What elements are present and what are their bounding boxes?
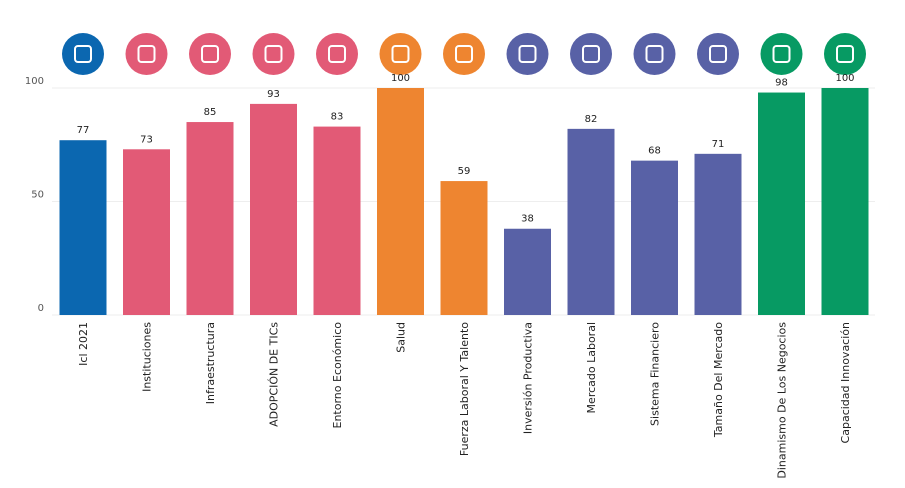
icon-glyph: [391, 45, 410, 63]
x-tick-label: Infraestructura: [204, 322, 217, 404]
bar: [377, 88, 424, 315]
icon-glyph: [455, 45, 473, 63]
category-icon: [316, 33, 358, 75]
bar: [758, 92, 805, 315]
value-label: 71: [712, 139, 725, 150]
bar: [186, 122, 234, 315]
icon-glyph: [137, 45, 156, 63]
y-tick-label: 100: [25, 76, 44, 87]
x-tick-label: Icl 2021: [77, 322, 90, 366]
value-label: 93: [267, 89, 280, 100]
icon-circle: [316, 33, 358, 75]
category-icon: [379, 33, 422, 75]
icon-glyph: [201, 45, 219, 63]
x-tick-label: Instituciones: [141, 322, 154, 392]
bar: [504, 228, 551, 315]
bar: [821, 88, 869, 315]
icon-circle: [570, 33, 612, 75]
value-label: 38: [521, 214, 534, 225]
icon-circle: [443, 33, 485, 75]
category-icon: [252, 33, 295, 75]
bar: [440, 181, 488, 315]
category-icon: [506, 33, 549, 75]
icon-glyph: [264, 45, 283, 63]
x-tick-label: Entorno Económico: [331, 322, 344, 429]
x-tick-label: Salud: [395, 322, 408, 353]
x-tick-label: ADOPCIÓN DE TICs: [268, 322, 281, 427]
icon-circle: [633, 33, 676, 75]
icon-circle: [697, 33, 739, 75]
bar: [123, 149, 170, 315]
value-label: 83: [331, 112, 344, 123]
icon-glyph: [582, 45, 600, 63]
x-tick-label: Mercado Laboral: [585, 322, 598, 413]
bar: [59, 140, 107, 315]
category-icon: [443, 33, 485, 75]
icon-circle: [506, 33, 549, 75]
category-icon: [125, 33, 168, 75]
value-label: 100: [391, 73, 410, 84]
category-icon: [189, 33, 231, 75]
icon-glyph: [772, 45, 791, 63]
y-tick-label: 50: [31, 190, 44, 201]
icon-circle: [125, 33, 168, 75]
bar: [631, 160, 678, 315]
x-tick-label: Sistema Financiero: [649, 322, 662, 426]
value-label: 77: [77, 125, 90, 136]
y-tick-label: 0: [38, 303, 44, 314]
value-label: 100: [835, 73, 854, 84]
icon-glyph: [836, 45, 854, 63]
value-label: 73: [140, 134, 153, 145]
icon-glyph: [74, 45, 92, 63]
category-icon: [760, 33, 803, 75]
bar: [313, 126, 361, 315]
x-tick-label: Inversión Productiva: [522, 322, 535, 434]
value-label: 59: [458, 166, 471, 177]
value-label: 82: [585, 114, 598, 125]
bar: [567, 128, 615, 315]
value-label: 85: [204, 107, 217, 118]
category-icon: [824, 33, 866, 75]
icon-glyph: [328, 45, 346, 63]
category-icon: [62, 33, 104, 75]
x-tick-label: Tamaño Del Mercado: [712, 322, 725, 438]
category-icon: [633, 33, 676, 75]
bar: [250, 103, 297, 315]
x-tick-label: Dinamismo De Los Negocios: [776, 322, 789, 479]
x-tick-label: Capacidad Innovación: [839, 322, 852, 443]
icon-circle: [189, 33, 231, 75]
icon-circle: [379, 33, 422, 75]
icon-circle: [760, 33, 803, 75]
icon-glyph: [709, 45, 727, 63]
category-icon: [570, 33, 612, 75]
bar: [694, 153, 742, 315]
icon-circle: [824, 33, 866, 75]
x-tick-label: Fuerza Laboral Y Talento: [458, 322, 471, 456]
category-icon: [697, 33, 739, 75]
icon-circle: [62, 33, 104, 75]
value-label: 68: [648, 146, 661, 157]
icon-glyph: [518, 45, 537, 63]
value-label: 98: [775, 78, 788, 89]
icon-circle: [252, 33, 295, 75]
icon-glyph: [645, 45, 664, 63]
